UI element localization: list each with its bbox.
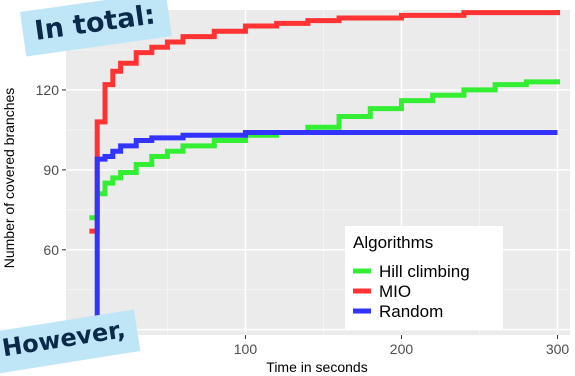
series-line-mio: [89, 10, 561, 234]
y-tick-label: 120: [36, 82, 60, 98]
y-tick-label: 90: [43, 162, 59, 178]
series-line-random: [89, 130, 558, 325]
x-tick-label: 300: [546, 341, 570, 357]
legend-label: Random: [379, 302, 443, 321]
legend-background: [345, 226, 503, 330]
legend-label: MIO: [379, 282, 411, 301]
x-tick-label: 100: [234, 341, 258, 357]
y-axis-title: Number of covered branches: [1, 88, 17, 269]
legend-label: Hill climbing: [379, 262, 470, 281]
x-axis-title: Time in seconds: [266, 359, 367, 375]
y-axis: 306090120: [36, 82, 66, 338]
x-axis: 100 200 300: [234, 335, 570, 357]
legend-title: Algorithms: [353, 233, 433, 252]
y-tick-label: 60: [43, 242, 59, 258]
x-tick-label: 200: [390, 341, 414, 357]
series-lines: [89, 10, 561, 325]
